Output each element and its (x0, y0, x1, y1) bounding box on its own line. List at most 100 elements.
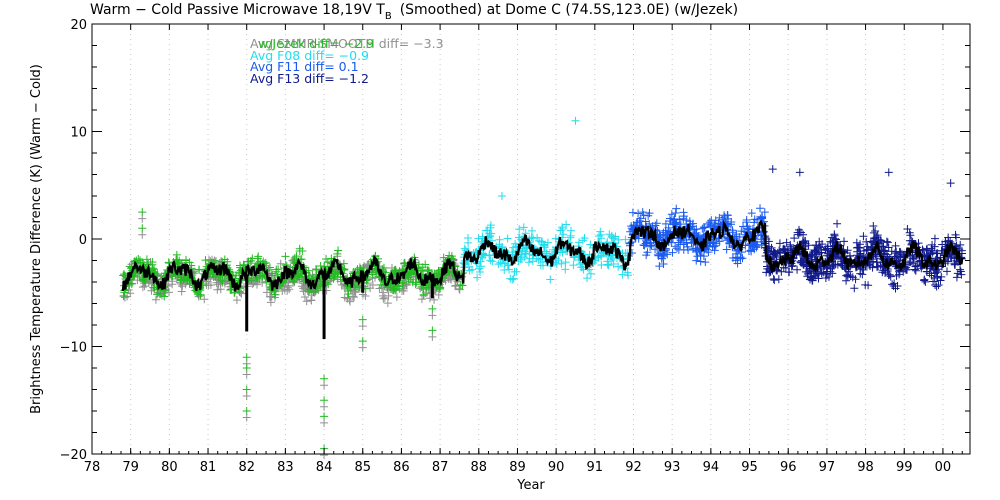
data-point-f11 (659, 250, 668, 259)
x-tick-label: 00 (935, 460, 952, 475)
data-point-f13 (886, 272, 895, 281)
x-tick-label: 86 (393, 460, 410, 475)
data-point-w-jezek-smmr (311, 264, 320, 273)
data-point-f08 (614, 262, 623, 271)
data-point-f13 (823, 264, 832, 273)
data-point-smmr (153, 290, 162, 299)
data-point-w-jezek-smmr (346, 297, 355, 306)
data-point-f13 (920, 275, 929, 284)
data-point-w-jezek-smmr (264, 265, 273, 274)
data-point-f11 (642, 238, 651, 247)
data-point-f11 (626, 227, 635, 236)
data-point-f13 (806, 267, 815, 276)
data-point-f13 (845, 252, 854, 261)
data-point-f08 (506, 274, 515, 283)
data-point-f11 (673, 244, 682, 253)
y-tick-label: −10 (60, 341, 87, 356)
data-point-f13 (929, 277, 938, 286)
outlier-point (768, 165, 777, 174)
data-point-f11 (747, 209, 756, 218)
data-point-f11 (711, 241, 720, 250)
x-tick-label: 82 (238, 460, 255, 475)
data-point-w-jezek-smmr (216, 285, 225, 294)
data-point-f11 (688, 244, 697, 253)
data-point-f13 (801, 239, 810, 248)
data-point-w-jezek-smmr (348, 292, 357, 301)
data-point-smmr (246, 256, 255, 265)
data-point-f13 (895, 270, 904, 279)
data-point-smmr (445, 251, 454, 260)
data-point-f08 (574, 238, 583, 247)
data-point-smmr (423, 265, 432, 274)
data-point-smmr (148, 260, 157, 269)
x-tick-label: 85 (354, 460, 371, 475)
outlier-point (428, 311, 437, 320)
data-point-f08 (596, 227, 605, 236)
x-tick-label: 98 (857, 460, 874, 475)
x-axis: 78 79 80 81 82 83 84 85 86 87 88 89 90 91 92 93 94 95 96 97… (84, 24, 963, 475)
data-point-smmr (290, 276, 299, 285)
y-axis-label: Brightness Temperature Difference (K) (W… (29, 64, 44, 414)
data-point-f08 (486, 223, 495, 232)
data-point-f13 (941, 237, 950, 246)
chart-title: Warm − Cold Passive Microwave 18,19V TB (… (90, 2, 738, 22)
data-point-w-jezek-smmr (425, 294, 434, 303)
data-point-f08 (515, 225, 524, 234)
data-point-f08 (561, 258, 570, 267)
data-point-f11 (684, 246, 693, 255)
data-point-smmr (172, 250, 181, 259)
data-point-f08 (604, 261, 613, 270)
data-point-w-jezek-smmr (383, 299, 392, 308)
data-point-f13 (862, 237, 871, 246)
data-point-f08 (535, 236, 544, 245)
outlier-point (138, 214, 147, 223)
data-point-f13 (826, 237, 835, 246)
data-point-f13 (932, 282, 941, 291)
outlier-point (358, 343, 367, 352)
data-point-f13 (858, 270, 867, 279)
data-point-f08 (562, 220, 571, 229)
title-suffix: (Smoothed) at Dome C (74.5S,123.0E) (w/J… (400, 2, 738, 18)
outlier-point (358, 322, 367, 331)
data-point-f13 (821, 246, 830, 255)
data-point-f13 (777, 267, 786, 276)
data-point-smmr (201, 256, 210, 265)
data-point-f13 (884, 243, 893, 252)
data-point-f11 (659, 259, 668, 268)
x-tick-label: 87 (432, 460, 449, 475)
data-point-f08 (527, 233, 536, 242)
data-point-f13 (892, 252, 901, 261)
outlier-point (571, 116, 580, 125)
data-point-f13 (799, 238, 808, 247)
data-point-f11 (651, 245, 660, 254)
data-point-f13 (956, 240, 965, 249)
data-point-f13 (928, 248, 937, 257)
data-point-f08 (561, 265, 570, 274)
data-point-f08 (569, 261, 578, 270)
x-tick-label: 78 (84, 460, 101, 475)
data-point-f08 (543, 238, 552, 247)
data-point-f11 (634, 209, 643, 218)
data-point-w-jezek-smmr (368, 281, 377, 290)
data-point-f08 (503, 234, 512, 243)
data-point-f08 (521, 249, 530, 258)
data-point-smmr (419, 290, 428, 299)
x-tick-label: 90 (548, 460, 565, 475)
outlier-point (497, 192, 506, 200)
data-point-f08 (554, 256, 563, 265)
smoothed-series-line (121, 219, 964, 292)
data-point-f08 (487, 229, 496, 238)
data-point-f08 (596, 230, 605, 239)
data-point-w-jezek-smmr (455, 285, 464, 294)
data-point-f11 (628, 208, 637, 217)
data-point-f11 (669, 218, 678, 227)
data-point-smmr (265, 263, 274, 272)
data-point-smmr (421, 260, 430, 269)
data-point-f13 (863, 245, 872, 254)
data-point-f11 (674, 238, 683, 247)
smoothed-line (121, 219, 964, 339)
data-point-f08 (475, 264, 484, 273)
data-point-f11 (693, 252, 702, 261)
data-point-w-jezek-smmr (434, 290, 443, 299)
data-point-f08 (594, 232, 603, 241)
